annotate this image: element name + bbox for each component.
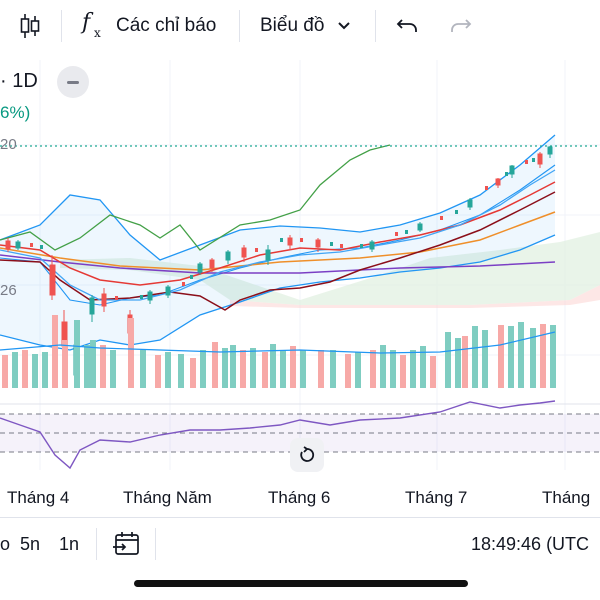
candlestick-icon[interactable]	[14, 8, 46, 44]
change-percent: 6%)	[0, 103, 31, 122]
bollinger-mid	[0, 164, 556, 306]
price-label-mid: 26	[0, 282, 17, 299]
reset-chart-button[interactable]	[290, 438, 324, 472]
toolbar-separator	[375, 10, 376, 42]
bottom-separator-vertical	[155, 528, 156, 560]
symbol-interval: · 1D	[0, 70, 38, 92]
month-label: Tháng 7	[405, 488, 468, 507]
collapse-legend-button[interactable]	[57, 66, 89, 98]
range-button-1n[interactable]: 1n	[59, 534, 80, 554]
toolbar-separator	[239, 10, 240, 42]
price-chart[interactable]	[0, 52, 600, 477]
range-button-5n[interactable]: 5n	[20, 534, 41, 554]
indicators-button[interactable]: Các chỉ báo	[116, 15, 217, 36]
goto-date-icon[interactable]	[113, 530, 141, 563]
ma-maroon	[0, 191, 556, 311]
month-label: Tháng 6	[268, 488, 331, 507]
bollinger-upper	[0, 134, 556, 261]
lagging-line	[0, 144, 391, 251]
minus-icon	[67, 80, 79, 84]
month-label: Tháng 4	[7, 488, 70, 507]
ma-orange	[0, 211, 556, 271]
bottom-separator	[0, 517, 600, 518]
undo-icon[interactable]	[394, 8, 420, 44]
cloud-red	[230, 285, 600, 308]
ma-purple	[0, 254, 556, 274]
chart-type-button[interactable]: Biểu đồ	[260, 15, 325, 36]
redo-icon[interactable]	[448, 8, 474, 44]
home-indicator	[134, 580, 468, 587]
refresh-icon	[300, 446, 315, 462]
month-label: Tháng	[542, 488, 591, 507]
cloud-green	[60, 232, 600, 305]
volume-ma	[0, 331, 556, 354]
chevron-down-icon[interactable]	[334, 8, 354, 44]
volume-bars	[0, 315, 556, 388]
bollinger-fill	[0, 135, 555, 350]
price-label-top: 20	[0, 136, 17, 153]
range-button[interactable]: o	[0, 534, 11, 554]
clock-timezone[interactable]: 18:49:46 (UTC	[471, 534, 590, 554]
ma-blue	[0, 169, 556, 301]
rsi-line	[0, 400, 556, 470]
bottom-separator-vertical	[96, 528, 97, 560]
month-label: Tháng Năm	[123, 488, 212, 507]
ma-red	[0, 181, 556, 286]
toolbar-separator	[61, 10, 62, 42]
